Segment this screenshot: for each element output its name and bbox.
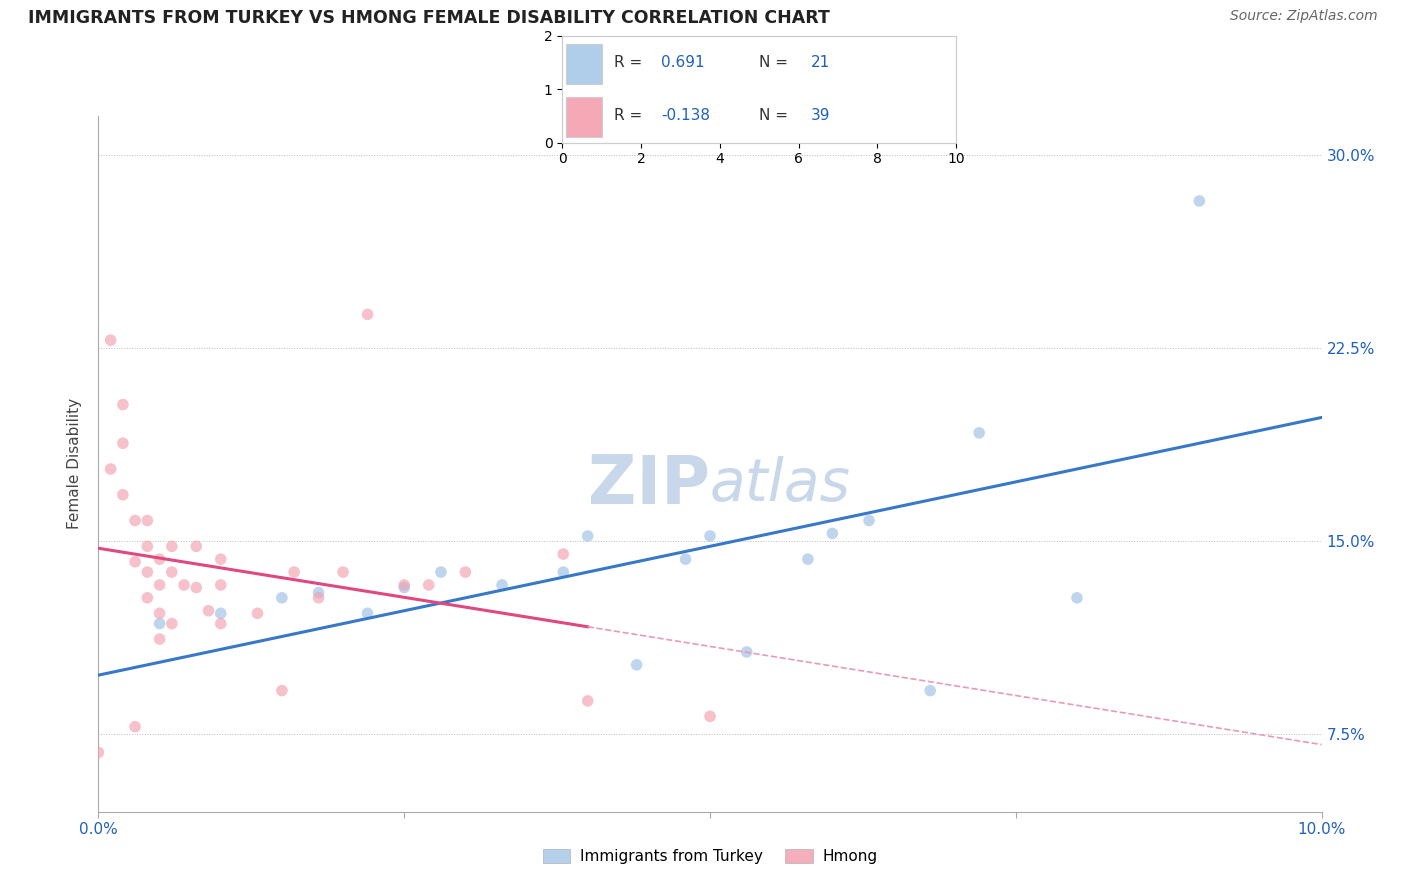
Point xyxy=(136,591,159,605)
Point xyxy=(87,746,110,760)
FancyBboxPatch shape xyxy=(567,97,602,137)
Point xyxy=(920,683,942,698)
Point xyxy=(209,607,232,621)
Point xyxy=(576,529,599,543)
Point xyxy=(246,607,269,621)
Point xyxy=(160,616,183,631)
Point xyxy=(308,591,330,605)
Point xyxy=(124,514,146,528)
Point xyxy=(699,529,721,543)
Point xyxy=(1188,194,1211,208)
Point xyxy=(821,526,844,541)
Point xyxy=(149,578,172,592)
Point xyxy=(356,607,378,621)
Point xyxy=(270,591,292,605)
Text: N =: N = xyxy=(759,55,789,70)
Point xyxy=(149,552,172,566)
Text: 39: 39 xyxy=(810,109,830,123)
Point xyxy=(626,657,648,672)
Point xyxy=(136,514,159,528)
Text: -0.138: -0.138 xyxy=(661,109,710,123)
Point xyxy=(100,462,122,476)
Legend: Immigrants from Turkey, Hmong: Immigrants from Turkey, Hmong xyxy=(537,843,883,871)
Point xyxy=(675,552,697,566)
Point xyxy=(270,683,292,698)
Text: IMMIGRANTS FROM TURKEY VS HMONG FEMALE DISABILITY CORRELATION CHART: IMMIGRANTS FROM TURKEY VS HMONG FEMALE D… xyxy=(28,9,830,27)
Point xyxy=(149,607,172,621)
Point xyxy=(332,565,354,579)
Point xyxy=(209,552,232,566)
Point xyxy=(173,578,195,592)
Point xyxy=(967,425,990,440)
Point xyxy=(197,604,219,618)
Point xyxy=(124,555,146,569)
Point xyxy=(418,578,440,592)
Y-axis label: Female Disability: Female Disability xyxy=(67,398,83,530)
Point xyxy=(392,578,416,592)
Point xyxy=(186,539,208,553)
Point xyxy=(356,307,378,321)
Point xyxy=(100,333,122,347)
Point xyxy=(111,436,134,450)
Point xyxy=(111,398,134,412)
Point xyxy=(186,581,208,595)
Point xyxy=(136,539,159,553)
Point xyxy=(111,488,134,502)
Text: ZIP: ZIP xyxy=(588,451,710,517)
Point xyxy=(553,565,575,579)
Point xyxy=(149,616,172,631)
FancyBboxPatch shape xyxy=(567,44,602,84)
Point xyxy=(136,565,159,579)
Point xyxy=(735,645,758,659)
Point xyxy=(454,565,477,579)
Point xyxy=(553,547,575,561)
Point xyxy=(209,578,232,592)
Point xyxy=(699,709,721,723)
Point xyxy=(283,565,305,579)
Text: 0.691: 0.691 xyxy=(661,55,704,70)
Point xyxy=(858,514,880,528)
Text: R =: R = xyxy=(613,55,641,70)
Point xyxy=(160,539,183,553)
Point xyxy=(124,720,146,734)
Point xyxy=(797,552,820,566)
Text: Source: ZipAtlas.com: Source: ZipAtlas.com xyxy=(1230,9,1378,23)
Text: atlas: atlas xyxy=(710,456,851,513)
Text: R =: R = xyxy=(613,109,641,123)
Point xyxy=(308,585,330,599)
Text: 21: 21 xyxy=(810,55,830,70)
Point xyxy=(149,632,172,646)
Point xyxy=(209,616,232,631)
Point xyxy=(160,565,183,579)
Point xyxy=(392,581,416,595)
Text: N =: N = xyxy=(759,109,789,123)
Point xyxy=(576,694,599,708)
Point xyxy=(491,578,513,592)
Point xyxy=(430,565,453,579)
Point xyxy=(1066,591,1088,605)
